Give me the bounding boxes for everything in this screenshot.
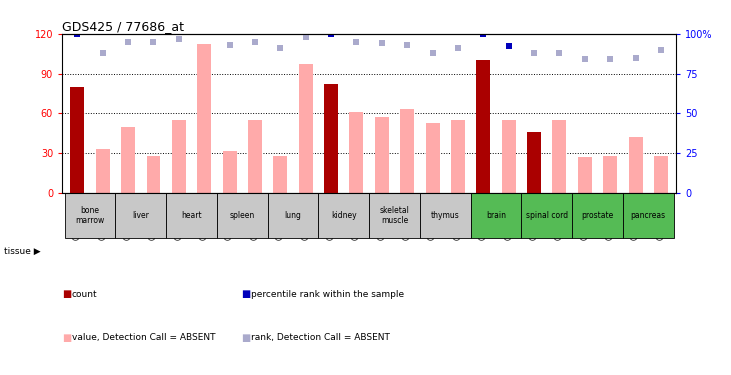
- Bar: [654, 156, 668, 193]
- Bar: [146, 156, 161, 193]
- Bar: [477, 60, 491, 193]
- Bar: [324, 84, 338, 193]
- Text: thymus: thymus: [431, 211, 460, 220]
- Bar: [369, 193, 420, 238]
- Text: bone
marrow: bone marrow: [75, 206, 105, 225]
- Bar: [629, 137, 643, 193]
- Bar: [223, 150, 237, 193]
- Bar: [64, 193, 115, 238]
- Bar: [501, 120, 515, 193]
- Bar: [349, 112, 363, 193]
- Text: brain: brain: [486, 211, 506, 220]
- Text: spinal cord: spinal cord: [526, 211, 568, 220]
- Text: prostate: prostate: [581, 211, 613, 220]
- Text: spleen: spleen: [230, 211, 255, 220]
- Bar: [425, 123, 439, 193]
- Bar: [420, 193, 471, 238]
- Bar: [521, 193, 572, 238]
- Bar: [319, 193, 369, 238]
- Bar: [121, 127, 135, 193]
- Text: pancreas: pancreas: [631, 211, 666, 220]
- Text: value, Detection Call = ABSENT: value, Detection Call = ABSENT: [72, 333, 215, 342]
- Text: kidney: kidney: [331, 211, 357, 220]
- Bar: [166, 193, 217, 238]
- Bar: [623, 193, 674, 238]
- Text: ■: ■: [241, 290, 251, 299]
- Text: rank, Detection Call = ABSENT: rank, Detection Call = ABSENT: [251, 333, 390, 342]
- Text: ■: ■: [62, 290, 72, 299]
- Bar: [451, 120, 465, 193]
- Bar: [299, 64, 313, 193]
- Bar: [401, 110, 414, 193]
- Text: heart: heart: [181, 211, 202, 220]
- Bar: [577, 157, 592, 193]
- Text: ■: ■: [62, 333, 72, 342]
- Bar: [172, 120, 186, 193]
- Text: ■: ■: [241, 333, 251, 342]
- Text: GDS425 / 77686_at: GDS425 / 77686_at: [62, 20, 184, 33]
- Bar: [248, 120, 262, 193]
- Text: lung: lung: [284, 211, 301, 220]
- Text: count: count: [72, 290, 97, 299]
- Text: percentile rank within the sample: percentile rank within the sample: [251, 290, 404, 299]
- Bar: [273, 156, 287, 193]
- Text: liver: liver: [132, 211, 149, 220]
- Bar: [217, 193, 268, 238]
- Bar: [471, 193, 521, 238]
- Bar: [197, 44, 211, 193]
- Bar: [70, 87, 84, 193]
- Bar: [603, 156, 617, 193]
- Bar: [527, 132, 541, 193]
- Bar: [268, 193, 319, 238]
- Text: skeletal
muscle: skeletal muscle: [379, 206, 409, 225]
- Text: tissue ▶: tissue ▶: [4, 247, 40, 256]
- Bar: [572, 193, 623, 238]
- Bar: [115, 193, 166, 238]
- Bar: [553, 120, 567, 193]
- Bar: [96, 149, 110, 193]
- Bar: [375, 117, 389, 193]
